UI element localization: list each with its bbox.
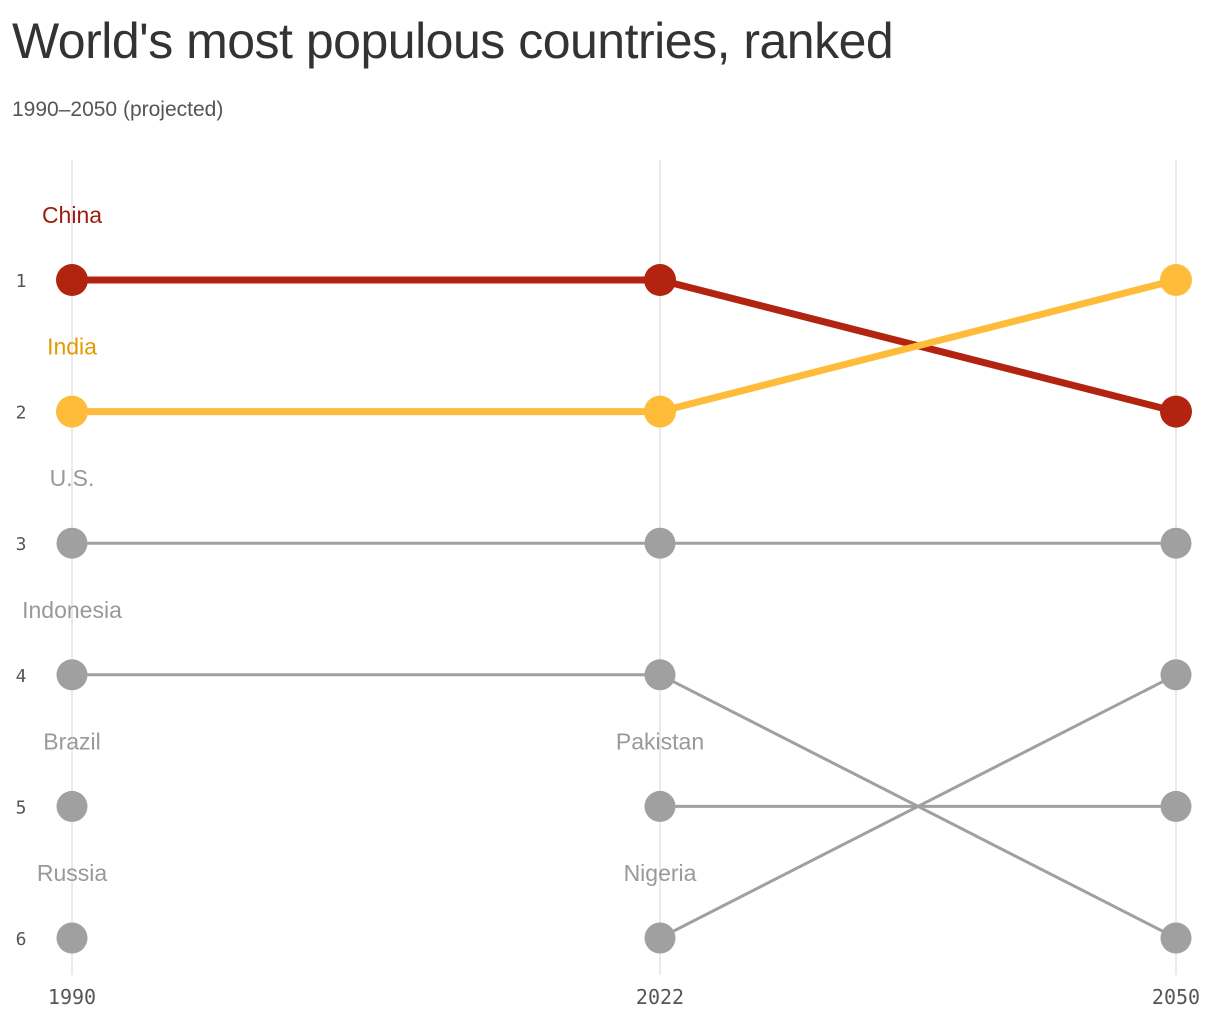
data-point-brazil-0: [56, 790, 88, 822]
data-point-u-s-1: [644, 527, 676, 559]
y-tick-label-5: 5: [16, 797, 27, 818]
y-tick-label-6: 6: [16, 929, 27, 950]
labels: 1990 2022 2050 1 2 3 4 5 6 U.S. Indonesia Brazil Pak…: [16, 202, 1201, 1009]
data-point-nigeria-0: [644, 922, 676, 954]
data-point-nigeria-1: [1160, 659, 1192, 691]
series-label-indonesia: Indonesia: [22, 597, 122, 623]
data-point-pakistan-0: [644, 790, 676, 822]
series-label-u-s: U.S.: [50, 465, 95, 491]
series-label-pakistan: Pakistan: [616, 728, 704, 754]
data-point-u-s-2: [1160, 527, 1192, 559]
series-label-brazil: Brazil: [43, 728, 101, 754]
x-tick-label-2022: 2022: [636, 985, 684, 1009]
data-point-u-s-0: [56, 527, 88, 559]
data-point-indonesia-1: [644, 659, 676, 691]
data-point-china-2: [1160, 395, 1192, 428]
data-point-russia-0: [56, 922, 88, 954]
y-tick-label-1: 1: [16, 271, 27, 292]
chart-subtitle: 1990–2050 (projected): [12, 98, 224, 121]
series-line-india: [68, 276, 1180, 416]
y-tick-label-3: 3: [16, 534, 27, 555]
data-point-india-2: [1160, 264, 1192, 296]
data-point-indonesia-0: [56, 659, 88, 691]
series-points: [56, 264, 1192, 954]
data-point-indonesia-2: [1160, 922, 1192, 954]
series-label-russia: Russia: [37, 860, 108, 886]
chart-title: World's most populous countries, ranked: [12, 13, 894, 69]
data-point-china-0: [56, 264, 88, 296]
y-tick-label-4: 4: [16, 666, 27, 687]
data-point-india-1: [644, 395, 676, 428]
series-label-india: India: [47, 334, 97, 360]
data-point-india-0: [56, 395, 88, 428]
data-point-pakistan-1: [1160, 790, 1192, 822]
series-label-nigeria: Nigeria: [624, 860, 697, 886]
series-lines: [68, 276, 1180, 940]
data-point-china-1: [644, 264, 676, 296]
x-tick-label-1990: 1990: [48, 985, 96, 1009]
series-line-nigeria: [658, 673, 1178, 940]
series-line-china: [68, 276, 1180, 416]
series-label-china: China: [42, 202, 102, 228]
x-tick-label-2050: 2050: [1152, 985, 1200, 1009]
y-tick-label-2: 2: [16, 403, 27, 424]
